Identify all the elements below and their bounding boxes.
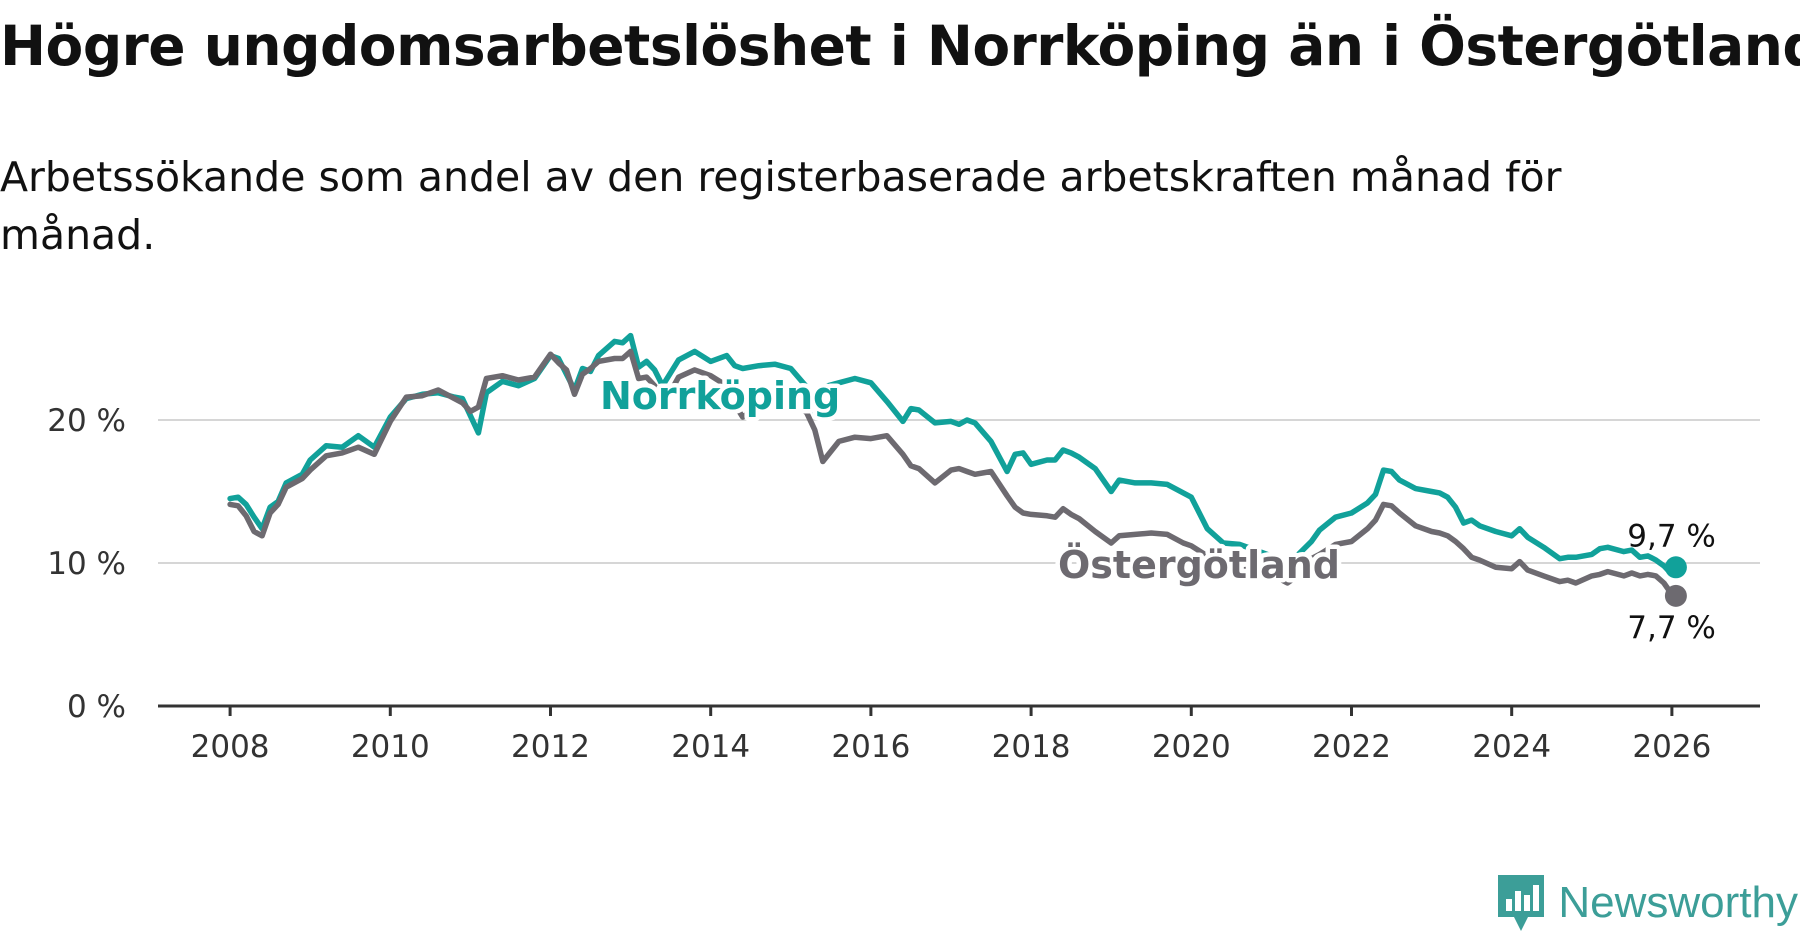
y-tick-label: 10 % [47, 546, 126, 582]
x-tick-label: 2018 [992, 729, 1071, 765]
x-tick-label: 2026 [1632, 729, 1711, 765]
series-lines [227, 332, 1687, 607]
x-axis-tick-labels: 2008 2010 2012 2014 2016 2018 2020 2022 2024 2026 [158, 704, 1760, 765]
series-line-ostergotland [227, 348, 1679, 599]
newsworthy-logo[interactable]: Newsworthy [1496, 858, 1798, 948]
end-value-label-ostergotland: 7,7 % [1627, 610, 1716, 646]
x-tick-label: 2012 [511, 729, 590, 765]
series-labels: Norrköping Östergötland 9,7 % 7,7 % [596, 370, 1716, 646]
newsworthy-logo-icon [1498, 875, 1545, 931]
x-tick-label: 2020 [1152, 729, 1231, 765]
chart-title: Högre ungdomsarbetslöshet i Norrköping ä… [0, 14, 1800, 78]
y-tick-label: 0 % [67, 689, 126, 725]
x-tick-label: 2008 [191, 729, 270, 765]
x-tick-label: 2016 [831, 729, 910, 765]
gridlines [158, 419, 1760, 564]
chart-subtitle: Arbetssökande som andel av den registerb… [0, 153, 1562, 259]
end-value-label-norrkoping: 9,7 % [1627, 518, 1716, 554]
x-tick-label: 2022 [1312, 729, 1391, 765]
x-tick-label: 2014 [671, 729, 750, 765]
y-tick-label: 20 % [47, 403, 126, 439]
series-label-ostergotland: Östergötland [1058, 543, 1340, 587]
series-line-norrkoping [227, 332, 1679, 578]
series-label-norrkoping: Norrköping [600, 374, 840, 418]
end-point-ostergotland [1664, 584, 1687, 607]
brand-name: Newsworthy [1558, 878, 1798, 927]
x-tick-label: 2010 [351, 729, 430, 765]
y-axis-tick-labels: 0 % 10 % 20 % [47, 403, 126, 725]
end-point-norrkoping [1664, 556, 1687, 579]
x-tick-label: 2024 [1472, 729, 1551, 765]
